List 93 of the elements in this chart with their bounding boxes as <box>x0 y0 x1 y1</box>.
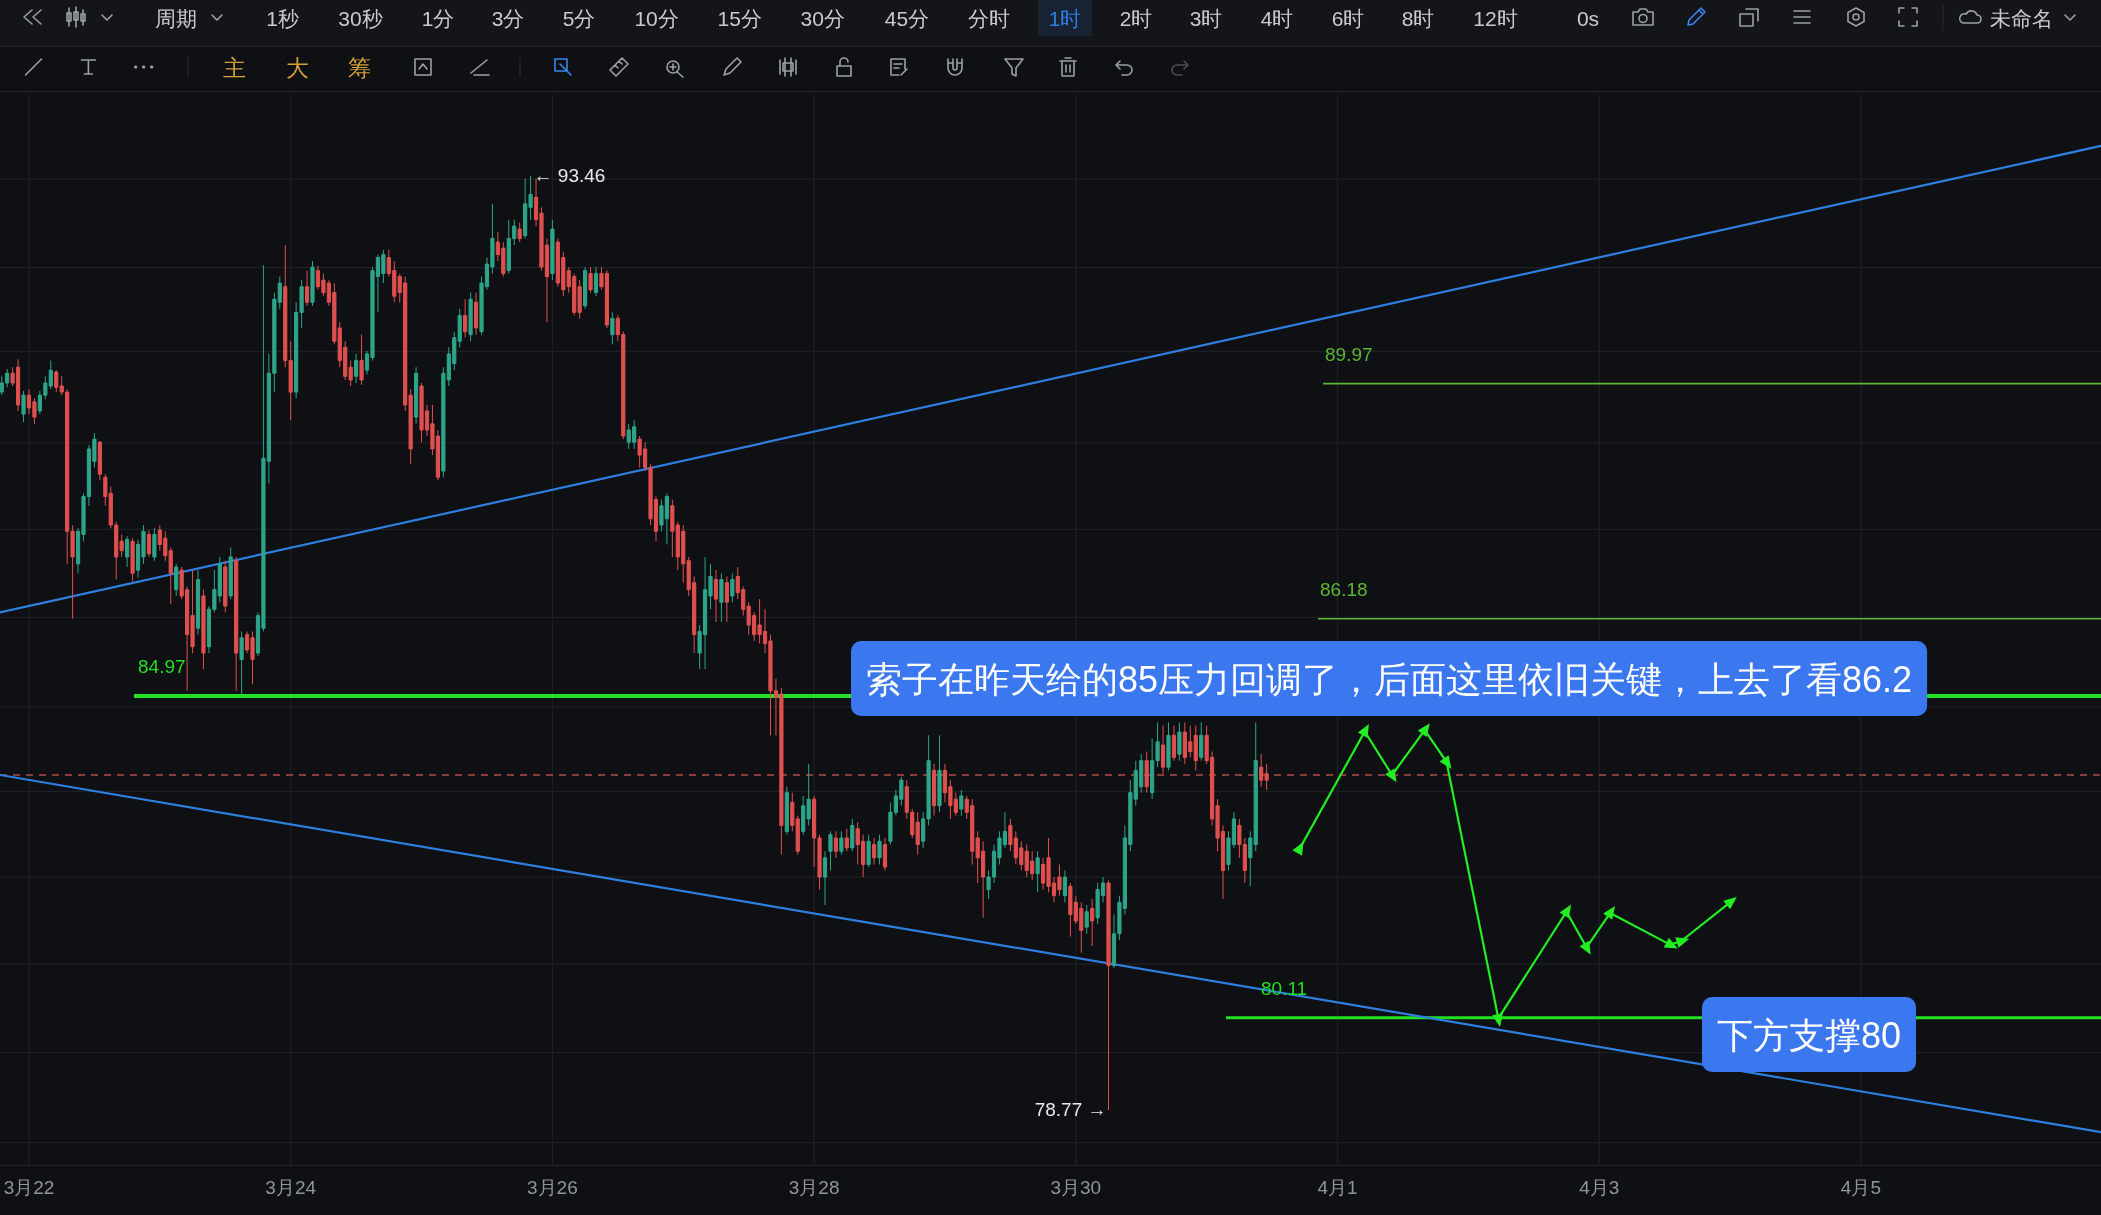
x-tick-label: 3月30 <box>1050 1176 1102 1198</box>
candlestick <box>21 390 26 423</box>
x-tick-label: 3月22 <box>3 1176 55 1198</box>
candlestick <box>724 575 729 623</box>
text: 45分 <box>884 6 930 30</box>
candlestick <box>730 572 735 603</box>
candlestick <box>304 270 310 307</box>
candlestick <box>234 556 239 692</box>
text: 主 <box>223 55 246 81</box>
candlestick <box>850 818 855 852</box>
candlestick <box>839 830 844 855</box>
text: 1时 <box>1048 6 1082 30</box>
candlestick <box>130 537 135 582</box>
annotation: 索子在昨天给的85压力回调了，后面这里依旧关键，上去了看86.2 <box>866 659 1913 700</box>
text: 15分 <box>717 6 762 30</box>
candlestick <box>1144 751 1149 794</box>
candlestick <box>152 527 157 562</box>
text: 周期 <box>154 6 197 30</box>
candlestick <box>228 547 233 600</box>
candlestick <box>844 828 849 852</box>
text: 分时 <box>968 6 1010 30</box>
candlestick <box>125 535 130 568</box>
text: 2时 <box>1119 6 1153 30</box>
candlestick <box>463 298 468 339</box>
text: 12时 <box>1473 6 1518 30</box>
candlestick <box>822 850 828 906</box>
candlestick <box>195 569 201 636</box>
x-tick-label: 4月1 <box>1317 1176 1358 1198</box>
candlestick <box>1171 725 1177 762</box>
candlestick <box>97 440 102 481</box>
text: 0s <box>1576 6 1600 30</box>
text: 筹 <box>347 55 371 81</box>
ref-line-label: 86.18 <box>1320 579 1368 601</box>
x-tick-label: 3月26 <box>527 1176 578 1198</box>
candlestick <box>713 569 719 623</box>
candlestick <box>833 830 839 859</box>
candlestick <box>931 763 937 817</box>
candlestick <box>828 830 833 871</box>
text: 3时 <box>1189 6 1223 30</box>
candlestick <box>517 222 522 243</box>
candlestick <box>354 353 359 384</box>
annotation: 下方支撑80 <box>1717 1015 1902 1056</box>
text: 未命名 <box>1989 6 2053 30</box>
candlestick <box>1035 850 1040 893</box>
candlestick <box>174 563 179 597</box>
candlestick <box>1177 721 1182 762</box>
candlestick <box>610 311 615 345</box>
candlestick <box>583 266 588 310</box>
ref-line-label: 84.97 <box>138 656 186 678</box>
text: 30秒 <box>338 6 383 30</box>
candlestick <box>1160 725 1166 775</box>
text: 3分 <box>491 6 525 30</box>
candlestick <box>1199 721 1204 762</box>
x-tick-label: 4月5 <box>1840 1176 1881 1198</box>
x-tick-label: 3月28 <box>788 1176 840 1198</box>
text: 1分 <box>421 6 455 30</box>
candlestick <box>1106 879 1111 1111</box>
candlestick <box>877 834 882 865</box>
candlestick <box>588 266 593 294</box>
candlestick <box>959 789 964 817</box>
text: 8时 <box>1401 6 1435 30</box>
candlestick <box>593 266 599 297</box>
candlestick <box>550 219 555 281</box>
candlestick <box>473 292 479 336</box>
candlestick <box>1090 898 1095 947</box>
candlestick <box>1084 904 1089 935</box>
candlestick <box>468 292 473 342</box>
candlestick <box>413 366 419 425</box>
candlestick <box>882 837 888 871</box>
candlestick <box>201 589 206 670</box>
candlestick <box>1062 869 1067 903</box>
annotation: 78.77 → <box>1034 1099 1107 1121</box>
candlestick <box>719 572 724 623</box>
candlestick <box>310 260 315 307</box>
candlestick <box>1166 721 1171 771</box>
candlestick <box>146 529 152 558</box>
text: 4时 <box>1260 6 1294 30</box>
x-tick-label: 4月3 <box>1579 1176 1620 1198</box>
text: 1秒 <box>266 6 300 30</box>
candlestick <box>359 334 364 386</box>
text: 6时 <box>1331 6 1365 30</box>
text: 5分 <box>562 6 596 30</box>
annotation: ← 93.46 <box>533 165 606 187</box>
x-tick-label: 3月24 <box>265 1176 317 1198</box>
text: 10分 <box>634 6 679 30</box>
text: 30分 <box>800 6 845 30</box>
text: 大 <box>286 55 309 81</box>
candlestick <box>871 837 877 865</box>
ref-line-label: 89.97 <box>1325 344 1373 366</box>
candlestick <box>239 630 244 695</box>
candlestick <box>937 734 942 813</box>
candlestick <box>223 560 228 613</box>
candlestick <box>866 834 871 868</box>
